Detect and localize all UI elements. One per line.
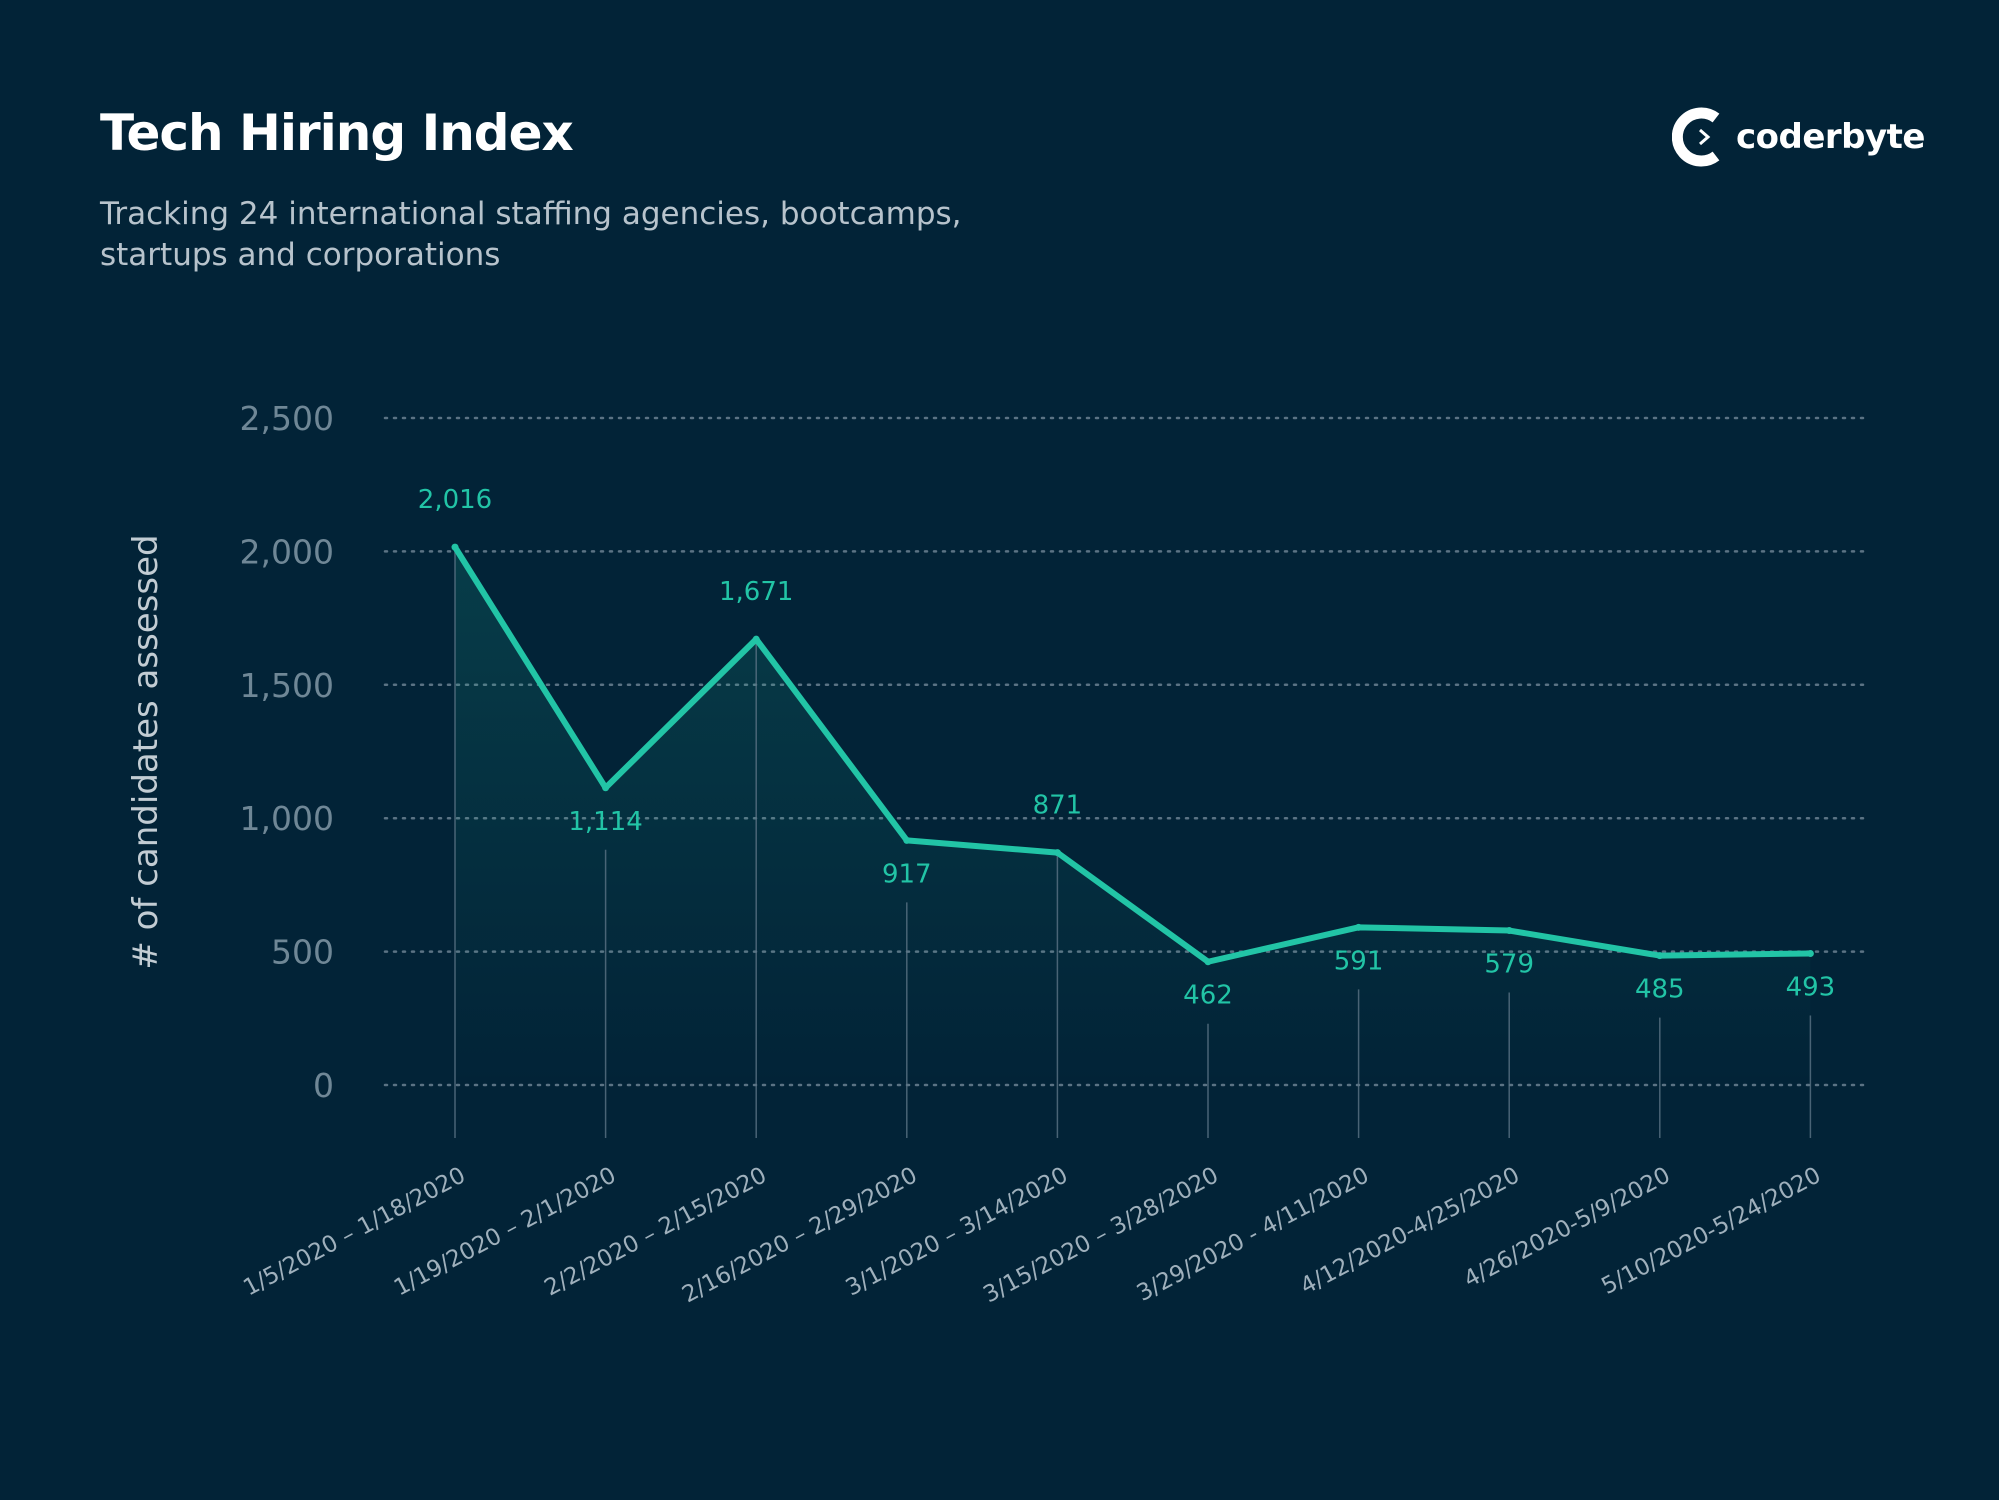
series-area — [455, 547, 1811, 1085]
y-tick-label: 0 — [313, 1066, 334, 1105]
data-point — [1656, 952, 1664, 960]
data-point — [1505, 927, 1513, 935]
data-label: 871 — [1033, 791, 1083, 821]
data-label: 1,671 — [719, 577, 793, 607]
data-label: 462 — [1183, 981, 1233, 1011]
y-tick-label: 2,000 — [240, 532, 334, 571]
data-point — [1053, 849, 1061, 857]
data-point — [1204, 958, 1212, 966]
data-label: 591 — [1334, 946, 1384, 976]
data-label: 485 — [1635, 975, 1685, 1005]
coderbyte-logo-icon — [1672, 107, 1720, 167]
y-tick-label: 500 — [271, 933, 334, 972]
y-tick-label: 2,500 — [240, 399, 334, 438]
data-label: 917 — [882, 859, 932, 889]
page-title: Tech Hiring Index — [100, 104, 574, 162]
data-point — [1355, 923, 1363, 931]
x-tick-label: 2/16/2020 – 2/29/2020 — [678, 1162, 922, 1308]
data-point — [451, 543, 459, 551]
y-tick-label: 1,000 — [240, 799, 334, 838]
data-point — [1806, 949, 1814, 957]
data-point — [752, 635, 760, 643]
brand-name: coderbyte — [1736, 117, 1926, 157]
data-label: 493 — [1786, 972, 1836, 1002]
data-label: 2,016 — [418, 485, 492, 515]
page-subtitle: Tracking 24 international staffing agenc… — [100, 196, 962, 273]
data-label: 579 — [1484, 950, 1534, 980]
brand-logo: coderbyte — [1672, 104, 1926, 170]
y-tick-label: 1,500 — [240, 666, 334, 705]
series-line — [452, 544, 1814, 965]
data-point — [602, 784, 610, 792]
data-point — [903, 836, 911, 844]
y-axis-label: # of candidates assessed — [126, 534, 166, 969]
data-label: 1,114 — [568, 807, 642, 837]
x-tick-label: 3/15/2020 – 3/28/2020 — [979, 1162, 1223, 1308]
